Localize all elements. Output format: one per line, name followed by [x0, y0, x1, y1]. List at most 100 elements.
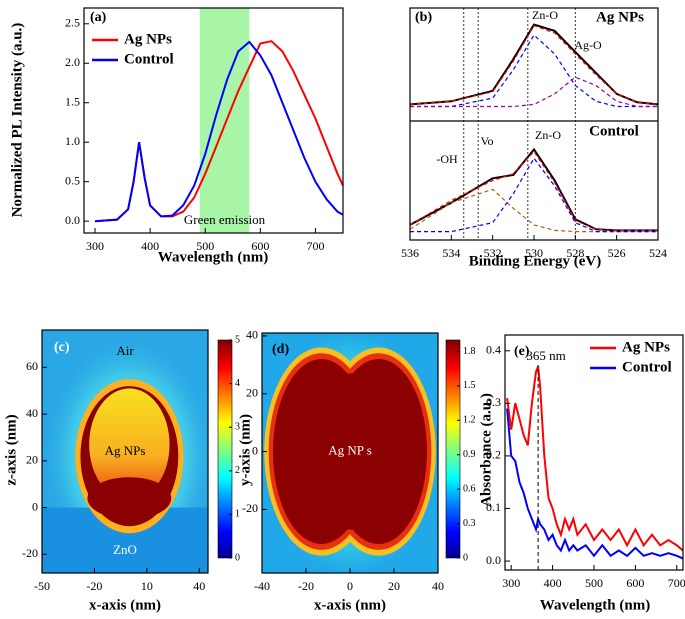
xps-curve	[409, 188, 658, 233]
colorbar-tick-label: 1.8	[463, 346, 476, 357]
x-tick-label: 300	[502, 576, 520, 590]
y-tick-label: 0.5	[65, 173, 80, 187]
legend-label: Control	[124, 51, 174, 67]
peak-label: Zn-O	[532, 8, 558, 22]
y-tick-label: 1.0	[65, 134, 80, 148]
panel-label: (a)	[90, 10, 107, 25]
colorbar-tick-label: 0.3	[463, 518, 476, 529]
x-tick-label: 600	[626, 576, 644, 590]
legend-label: Ag NPs	[124, 31, 172, 47]
x-tick-label: -40	[254, 579, 270, 593]
x-tick-label: 526	[608, 246, 626, 260]
y-tick-label: 0.0	[65, 213, 80, 227]
colorbar-tick-label: 2	[235, 465, 240, 476]
y-tick-label: 2.5	[65, 16, 80, 30]
colorbar-tick-label: 0.6	[463, 483, 476, 494]
field-waist	[319, 373, 381, 530]
xps-curve	[409, 24, 659, 105]
y-tick-label: 60	[26, 359, 38, 373]
peak-label: Zn-O	[535, 128, 561, 142]
x-tick-label: 500	[585, 576, 603, 590]
colorbar	[217, 339, 233, 559]
colorbar-tick-label: 3	[235, 421, 240, 432]
y-tick-label: 40	[246, 328, 258, 342]
x-tick-label: -20	[298, 579, 314, 593]
data-line	[506, 366, 684, 552]
plot-frame	[83, 7, 344, 234]
x-tick-label: 20	[388, 579, 400, 593]
field-hot	[87, 477, 172, 520]
xps-curve	[409, 23, 659, 106]
region-label: Ag NP s	[328, 443, 372, 458]
x-axis-label: Binding Energy (eV)	[469, 253, 602, 269]
y-axis-label: Normalized PL Intensity (a.u.)	[9, 23, 25, 218]
x-tick-label: 600	[251, 239, 269, 253]
subpanel-title: Control	[589, 123, 639, 139]
x-tick-label: 536	[401, 246, 419, 260]
field-core	[89, 388, 170, 501]
xps-curve	[410, 157, 658, 233]
y-tick-label: 0	[252, 443, 258, 457]
x-axis-label: x-axis (nm)	[89, 597, 161, 613]
colorbar-tick-label: 1	[235, 509, 240, 520]
x-tick-label: 10	[141, 579, 153, 593]
colorbar-tick-label: 5	[235, 334, 240, 345]
panel-label: (d)	[272, 342, 289, 357]
region-label: Ag NPs	[105, 443, 146, 458]
xps-curve	[410, 76, 658, 108]
x-tick-label: 40	[432, 579, 444, 593]
colorbar-tick-label: 0	[235, 552, 240, 563]
y-tick-label: 0.2	[486, 448, 501, 462]
region-label: Air	[116, 343, 134, 358]
y-tick-label: 20	[26, 453, 38, 467]
x-tick-label: 400	[544, 576, 562, 590]
y-tick-label: -20	[22, 546, 38, 560]
x-axis-label: x-axis (nm)	[314, 597, 386, 613]
x-tick-label: 700	[306, 239, 324, 253]
colorbar-tick-label: 0.9	[463, 449, 476, 460]
highlight-band	[199, 8, 250, 233]
x-tick-label: 300	[86, 239, 104, 253]
y-tick-label: -20	[242, 501, 258, 515]
panel-label: (b)	[415, 10, 432, 25]
region-label: ZnO	[113, 542, 137, 557]
x-axis-label: Wavelength (nm)	[158, 249, 268, 265]
marker-label: 365 nm	[526, 348, 565, 363]
y-tick-label: 0.0	[486, 553, 501, 567]
panel-label: (e)	[514, 344, 530, 359]
subpanel-title: Ag NPs	[596, 9, 644, 25]
y-tick-label: 0.4	[486, 343, 501, 357]
x-tick-label: 0	[347, 579, 353, 593]
x-tick-label: 700	[668, 576, 685, 590]
peak-label: Vo	[480, 134, 493, 148]
colorbar-tick-label: 1.2	[463, 415, 476, 426]
highlight-label: Green emission	[184, 212, 266, 227]
plot-frame	[41, 329, 209, 574]
data-line	[94, 40, 344, 223]
y-tick-label: 0.3	[486, 395, 501, 409]
colorbar-tick-label: 0	[463, 552, 468, 563]
colorbar-tick-label: 4	[235, 378, 240, 389]
x-tick-label: -20	[86, 579, 102, 593]
y-axis-label: Absorbance (a.u.)	[478, 393, 494, 507]
x-tick-label: 530	[525, 246, 543, 260]
x-tick-label: 534	[442, 246, 460, 260]
peak-label: -OH	[436, 152, 458, 166]
y-tick-label: 40	[26, 406, 38, 420]
x-tick-label: 524	[649, 246, 667, 260]
x-axis-label: Wavelength (nm)	[540, 597, 650, 613]
peak-label: Ag-O	[574, 38, 602, 52]
x-tick-label: 400	[141, 239, 159, 253]
x-tick-label: 532	[484, 246, 502, 260]
y-axis-label: y-axis (nm)	[237, 414, 253, 486]
y-tick-label: 2.0	[65, 55, 80, 69]
legend-label: Control	[622, 359, 672, 375]
y-tick-label: 0	[32, 499, 38, 513]
x-tick-label: 528	[566, 246, 584, 260]
colorbar	[445, 339, 461, 559]
colorbar-tick-label: 1.5	[463, 380, 476, 391]
y-tick-label: 20	[246, 385, 258, 399]
xps-curve	[409, 150, 658, 231]
y-tick-label: 0.1	[486, 500, 501, 514]
